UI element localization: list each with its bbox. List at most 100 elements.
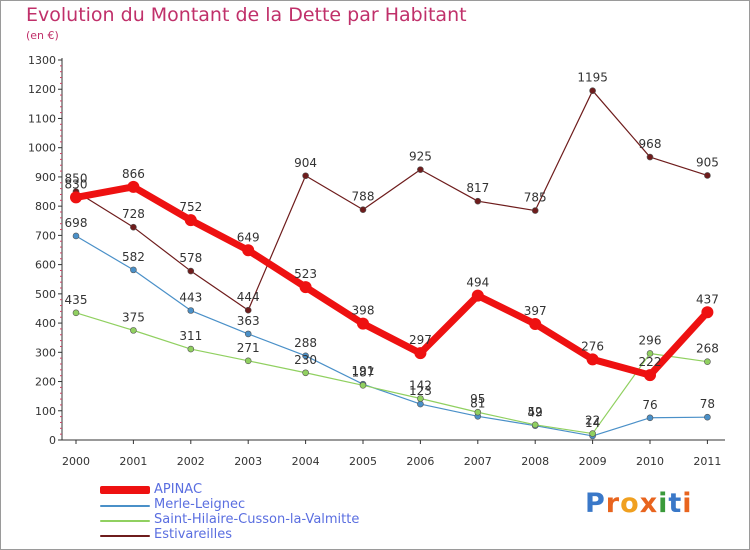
data-point-saint-hilaire-cusson-la-valmitte [244,357,252,365]
legend-label-apinac: APINAC [154,482,203,497]
data-point-apinac [586,353,599,366]
data-label-merle-leignec: 78 [700,397,715,411]
x-tick-label: 2000 [62,455,90,468]
data-point-merle-leignec [704,413,711,421]
data-point-apinac [644,369,656,382]
data-point-saint-hilaire-cusson-la-valmitte [417,395,424,402]
data-label-estivareilles: 785 [524,191,547,205]
y-tick-label: 600 [35,259,56,272]
y-tick-label: 200 [35,376,56,389]
chart-subtitle: (en €) [26,29,59,42]
y-tick-label: 300 [35,346,56,359]
data-point-saint-hilaire-cusson-la-valmitte [187,345,195,353]
data-point-estivareilles [187,267,195,275]
x-tick-label: 2007 [464,455,492,468]
series-line-saint-hilaire-cusson-la-valmitte [75,312,709,435]
y-tick-label: 1000 [28,142,56,155]
legend-swatch-merle-leignec [100,505,150,507]
data-point-apinac [127,180,140,193]
data-point-merle-leignec [130,266,137,274]
data-point-apinac [357,317,369,330]
legend-swatch-saint-hilaire [100,520,150,522]
y-tick-label: 400 [35,317,56,330]
data-label-merle-leignec: 288 [294,336,317,350]
data-label-merle-leignec: 582 [122,250,145,264]
data-label-apinac: 752 [179,200,202,214]
y-tick-label: 700 [35,229,56,242]
data-label-saint-hilaire-cusson-la-valmitte: 268 [696,342,719,356]
data-label-merle-leignec: 14 [585,416,600,430]
data-label-apinac: 830 [65,177,88,191]
data-label-estivareilles: 1195 [577,71,608,85]
data-point-apinac [70,191,82,204]
proxiti-logo: Proxiti [585,488,693,519]
y-tick-label: 800 [35,200,56,213]
data-label-estivareilles: 817 [466,181,489,195]
data-label-estivareilles: 444 [237,290,260,304]
x-tick-label: 2004 [292,455,320,468]
data-point-estivareilles [704,172,711,179]
x-tick-label: 2011 [693,455,721,468]
data-label-saint-hilaire-cusson-la-valmitte: 311 [179,329,202,343]
data-point-apinac [529,317,542,330]
data-label-merle-leignec: 443 [179,291,202,305]
data-label-merle-leignec: 49 [528,406,543,420]
data-label-saint-hilaire-cusson-la-valmitte: 375 [122,310,145,324]
x-tick-label: 2010 [636,455,664,468]
data-label-saint-hilaire-cusson-la-valmitte: 271 [237,341,260,355]
data-label-merle-leignec: 191 [352,364,375,378]
series-line-estivareilles [75,90,709,311]
series-line-apinac [72,183,711,379]
y-tick-label: 1200 [28,83,56,96]
x-tick-label: 2009 [579,455,607,468]
data-label-merle-leignec: 363 [237,314,260,328]
data-label-apinac: 222 [639,355,662,369]
data-label-apinac: 866 [122,167,145,181]
x-tick-label: 2002 [177,455,205,468]
data-label-merle-leignec: 76 [642,398,657,412]
data-point-saint-hilaire-cusson-la-valmitte [704,358,711,365]
data-point-estivareilles [589,87,596,94]
data-label-saint-hilaire-cusson-la-valmitte: 142 [409,378,432,392]
y-tick-label: 1300 [28,54,56,67]
data-point-saint-hilaire-cusson-la-valmitte [589,430,596,437]
series-line-merle-leignec [75,235,709,437]
data-label-estivareilles: 925 [409,150,432,164]
data-point-estivareilles [474,197,482,205]
data-point-estivareilles [646,153,654,161]
data-point-estivareilles [302,172,309,180]
logo-letter: r [605,488,621,519]
data-point-apinac [471,289,484,302]
logo-letter: x [639,488,659,519]
data-point-merle-leignec [646,414,654,422]
x-tick-label: 2005 [349,455,377,468]
data-label-apinac: 297 [409,333,432,347]
y-tick-label: 100 [35,405,56,418]
data-label-apinac: 437 [696,292,719,306]
legend-swatch-apinac [100,486,150,494]
data-point-saint-hilaire-cusson-la-valmitte [359,382,367,389]
data-point-apinac [701,306,714,319]
data-point-merle-leignec [72,232,80,240]
data-label-apinac: 276 [581,339,604,353]
data-label-estivareilles: 850 [65,172,88,186]
logo-letter: i [658,488,669,519]
data-label-saint-hilaire-cusson-la-valmitte: 95 [470,392,485,406]
data-label-saint-hilaire-cusson-la-valmitte: 187 [352,365,375,379]
data-point-saint-hilaire-cusson-la-valmitte [531,421,539,429]
legend-swatch-estivareilles [100,535,150,537]
data-point-saint-hilaire-cusson-la-valmitte [302,369,309,377]
data-point-saint-hilaire-cusson-la-valmitte [646,350,654,357]
logo-letter: i [682,488,693,519]
x-tick-label: 2006 [406,455,434,468]
y-tick-label: 500 [35,288,56,301]
data-label-apinac: 523 [294,267,317,281]
data-label-saint-hilaire-cusson-la-valmitte: 52 [528,405,543,419]
logo-letter: P [585,488,606,519]
data-point-estivareilles [417,166,424,173]
data-point-merle-leignec [244,330,252,338]
chart-title: Evolution du Montant de la Dette par Hab… [26,4,467,26]
data-label-apinac: 397 [524,304,547,318]
